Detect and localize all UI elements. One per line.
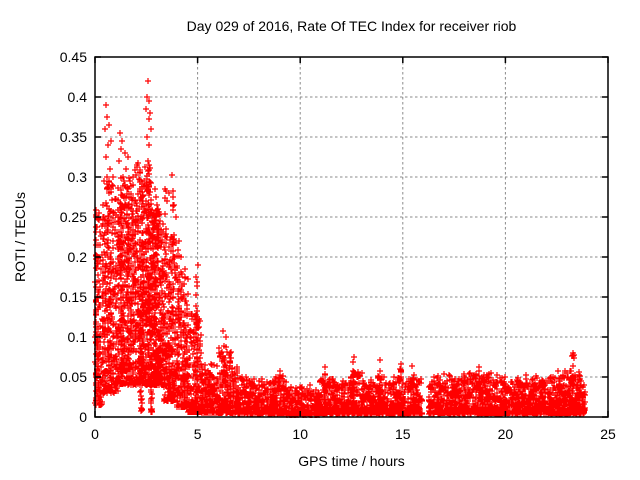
y-tick-label: 0.25: [60, 209, 87, 225]
y-tick-label: 0.4: [68, 89, 88, 105]
y-tick-label: 0.45: [60, 49, 87, 65]
y-tick-label: 0.2: [68, 249, 88, 265]
x-tick-label: 0: [91, 426, 99, 442]
y-tick-label: 0.35: [60, 129, 87, 145]
y-tick-label: 0.1: [68, 329, 88, 345]
roti-scatter-path: [92, 78, 588, 418]
y-tick-label: 0: [79, 409, 87, 425]
y-tick-label: 0.05: [60, 369, 87, 385]
y-tick-label: 0.15: [60, 289, 87, 305]
x-tick-label: 20: [498, 426, 514, 442]
x-axis-label: GPS time / hours: [298, 453, 405, 469]
axis-ticks: [94, 56, 609, 418]
y-axis-label: ROTI / TECUs: [12, 192, 28, 282]
x-tick-labels: 0 5 10 15 20 25: [91, 426, 616, 442]
x-tick-label: 25: [600, 426, 616, 442]
scatter-points: [92, 78, 588, 418]
x-tick-label: 10: [292, 426, 308, 442]
plot-border: [94, 56, 609, 418]
chart-title: Day 029 of 2016, Rate Of TEC Index for r…: [187, 18, 517, 34]
y-tick-labels: 0 0.05 0.1 0.15 0.2 0.25 0.3 0.35 0.4 0.45: [60, 49, 87, 425]
y-tick-label: 0.3: [68, 169, 88, 185]
x-tick-label: 15: [395, 426, 411, 442]
x-tick-label: 5: [194, 426, 202, 442]
